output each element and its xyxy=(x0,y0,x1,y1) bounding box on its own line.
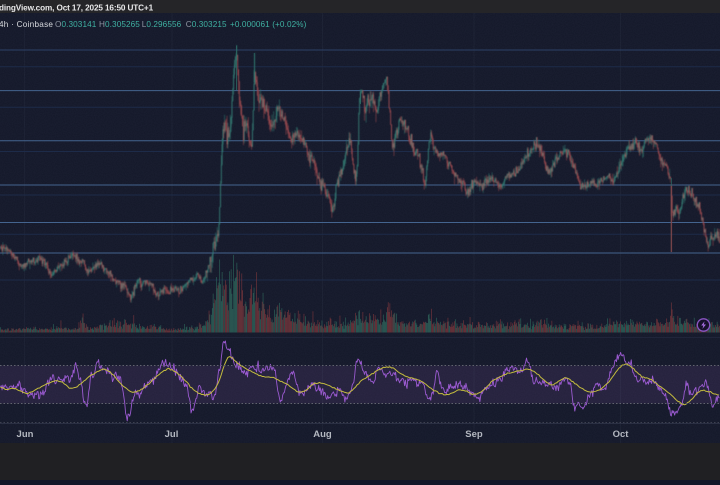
svg-text:Jun: Jun xyxy=(17,429,34,440)
svg-text:C0.303215: C0.303215 xyxy=(186,20,227,29)
svg-text:dingView.com, Oct 17, 2025 16:: dingView.com, Oct 17, 2025 16:50 UTC+1 xyxy=(0,4,154,13)
svg-text:Sep: Sep xyxy=(465,429,483,440)
svg-text:Jul: Jul xyxy=(165,429,179,440)
svg-text:Aug: Aug xyxy=(313,429,332,440)
svg-text:O0.303141: O0.303141 xyxy=(55,20,97,29)
svg-text:4h · Coinbase: 4h · Coinbase xyxy=(0,20,53,29)
svg-text:L0.296556: L0.296556 xyxy=(142,20,182,29)
svg-text:Oct: Oct xyxy=(613,429,630,440)
svg-text:+0.000061 (+0.02%): +0.000061 (+0.02%) xyxy=(230,20,307,29)
svg-text:H0.305265: H0.305265 xyxy=(99,20,140,29)
